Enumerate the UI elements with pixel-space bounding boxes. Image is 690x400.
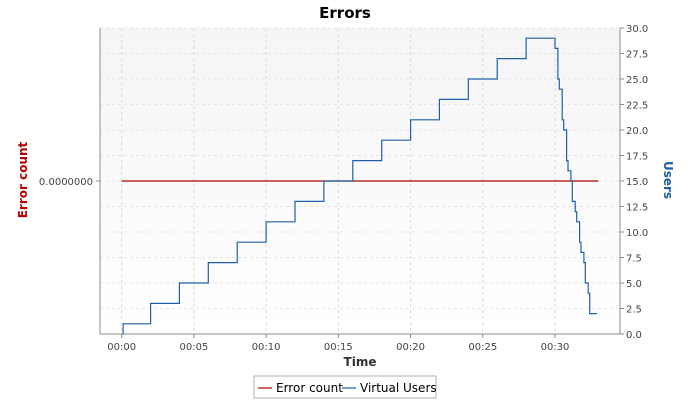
right-tick-label: 7.5: [626, 254, 642, 265]
right-tick-label: 5.0: [626, 279, 642, 290]
right-tick-label: 25.0: [626, 75, 648, 86]
series-virtual-users-line: [121, 37, 597, 335]
right-tick-label: 2.5: [626, 305, 642, 316]
legend-box: [253, 375, 437, 399]
right-tick-label: 0.0: [626, 330, 642, 341]
x-axis-title: Time: [344, 355, 377, 369]
x-tick-label: 00:00: [107, 342, 136, 353]
right-tick-label: 20.0: [626, 126, 648, 137]
left-tick-label: 0.0000000: [39, 177, 93, 188]
legend-label-virtual-users: Virtual Users: [360, 381, 437, 395]
left-axis-title: Error count: [16, 141, 30, 218]
x-tick-label: 00:20: [396, 342, 425, 353]
right-tick-label: 12.5: [626, 203, 648, 214]
x-tick-label: 00:25: [468, 342, 497, 353]
x-tick-label: 00:30: [541, 342, 570, 353]
right-tick-label: 15.0: [626, 177, 648, 188]
x-tick-label: 00:15: [324, 342, 353, 353]
right-axis-title: Users: [661, 161, 675, 199]
chart-title: Errors: [319, 4, 371, 22]
legend-label-error-count: Error count: [276, 381, 343, 395]
right-tick-label: 30.0: [626, 24, 648, 35]
right-tick-label: 22.5: [626, 101, 648, 112]
right-tick-label: 10.0: [626, 228, 648, 239]
x-tick-label: 00:05: [179, 342, 208, 353]
legend: Error count Virtual Users: [253, 375, 437, 399]
x-tick-label: 00:10: [252, 342, 281, 353]
right-tick-label: 17.5: [626, 152, 648, 163]
right-tick-label: 27.5: [626, 50, 648, 61]
